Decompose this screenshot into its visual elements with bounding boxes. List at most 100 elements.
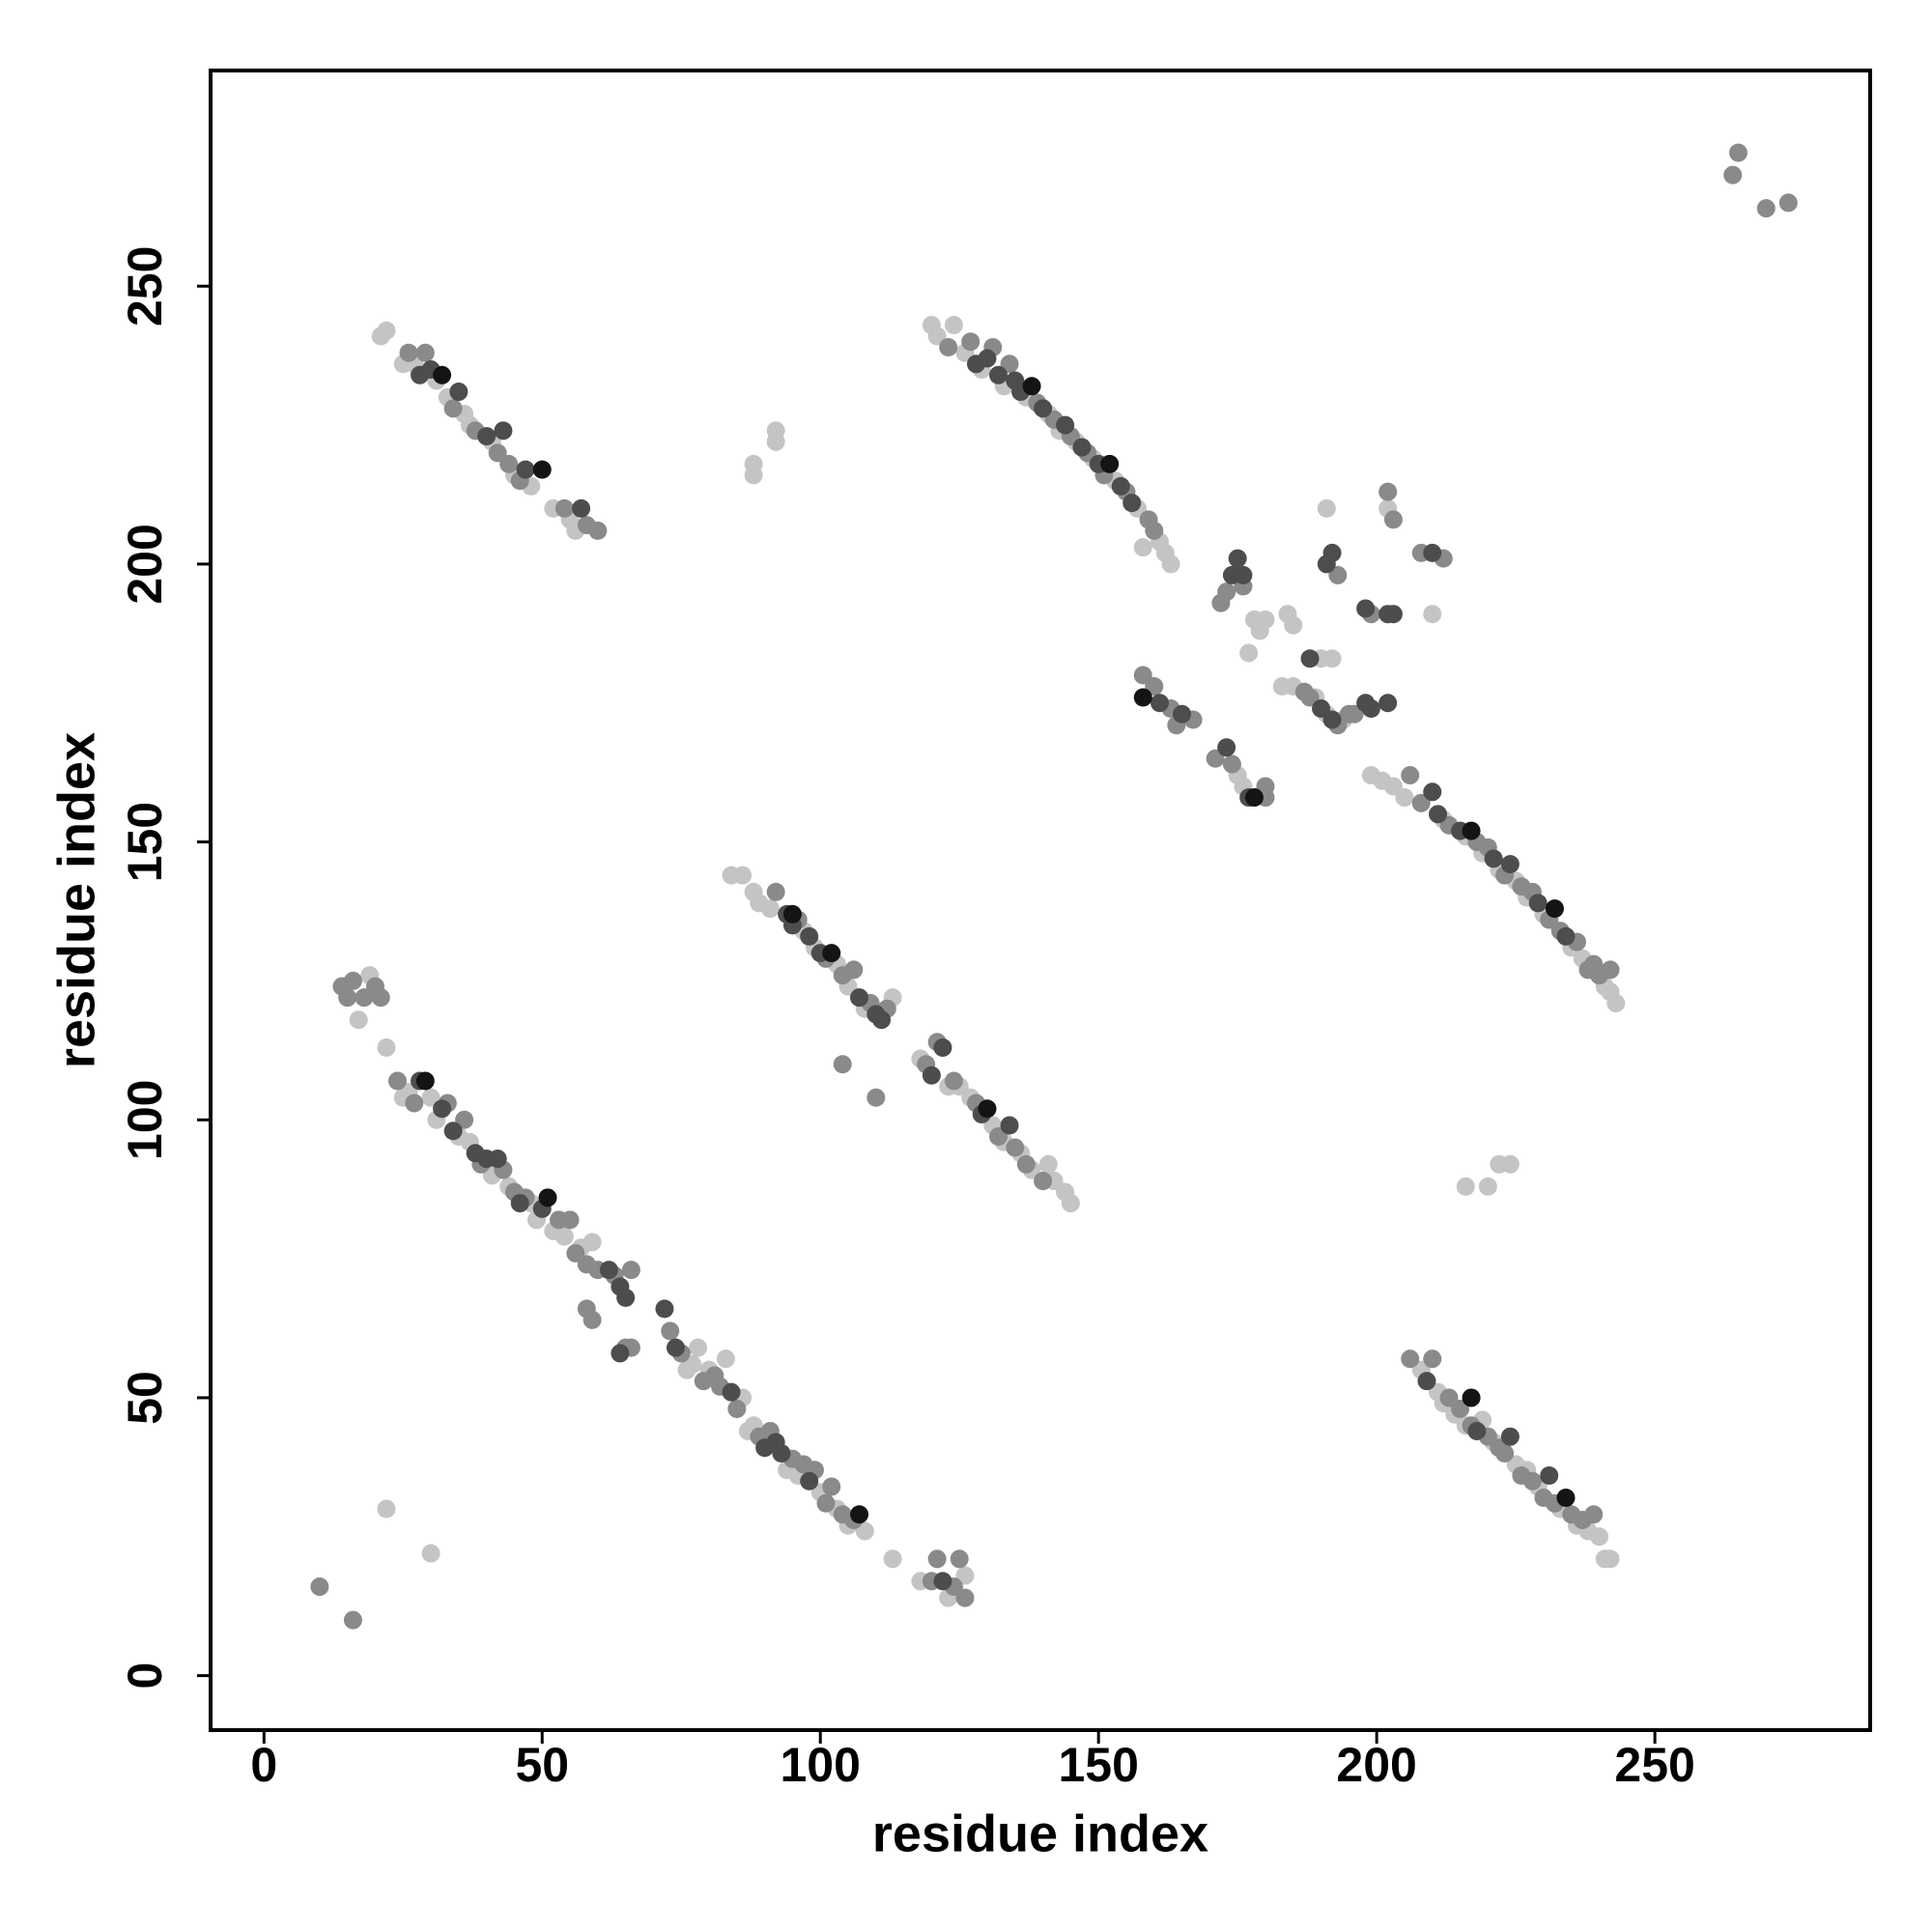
point: [1756, 199, 1776, 218]
point: [855, 1521, 874, 1541]
point: [1383, 777, 1403, 796]
point: [655, 1299, 674, 1319]
point: [377, 1499, 396, 1519]
point: [1161, 554, 1180, 574]
y-tick-label: 200: [118, 524, 172, 604]
y-tick-label: 100: [118, 1080, 172, 1160]
point: [1145, 676, 1164, 696]
point: [1206, 749, 1225, 768]
y-tick-label: 250: [118, 246, 172, 327]
x-tick-label: 100: [781, 1738, 861, 1792]
point: [1401, 1350, 1420, 1369]
x-tick-label: 50: [515, 1738, 569, 1792]
point: [666, 1338, 685, 1357]
point: [1423, 1350, 1442, 1369]
point: [1429, 805, 1448, 824]
point: [1456, 1177, 1475, 1196]
point: [1151, 694, 1170, 713]
point: [661, 1321, 680, 1341]
point: [443, 399, 463, 418]
point: [989, 365, 1009, 384]
point: [1484, 849, 1503, 868]
point: [844, 960, 864, 980]
point: [1556, 1489, 1576, 1508]
point: [1522, 1471, 1542, 1491]
point: [494, 421, 513, 440]
point: [510, 1194, 529, 1213]
point: [683, 1354, 702, 1374]
point: [1312, 699, 1331, 719]
point: [1545, 899, 1564, 919]
point: [1006, 1138, 1025, 1157]
point: [343, 971, 362, 990]
point: [716, 1350, 735, 1369]
point: [1284, 615, 1303, 635]
point: [611, 1344, 630, 1363]
point: [1361, 699, 1380, 719]
point: [944, 1071, 963, 1091]
point: [766, 421, 785, 440]
point: [1500, 855, 1520, 874]
point: [816, 1493, 836, 1513]
point: [689, 1338, 708, 1357]
point: [538, 1188, 557, 1208]
point: [1217, 738, 1236, 757]
point: [1395, 788, 1414, 808]
point: [566, 1243, 585, 1263]
point: [554, 1227, 574, 1246]
point: [1100, 454, 1120, 473]
point: [1478, 1177, 1497, 1196]
point: [978, 349, 997, 368]
point: [1300, 688, 1320, 707]
point: [338, 988, 357, 1008]
point: [727, 1399, 747, 1418]
point: [443, 1122, 463, 1141]
point: [433, 365, 452, 384]
point: [1133, 666, 1152, 685]
point: [800, 1471, 819, 1491]
point: [944, 316, 963, 335]
point: [1328, 565, 1348, 584]
point: [1173, 704, 1192, 724]
point: [1417, 1372, 1436, 1391]
point: [782, 904, 802, 923]
point: [1423, 543, 1442, 562]
point: [1540, 1465, 1559, 1485]
point: [516, 460, 535, 479]
point: [554, 498, 574, 518]
point: [1462, 1388, 1481, 1407]
point: [1133, 688, 1152, 707]
point: [733, 866, 753, 885]
point: [1322, 710, 1342, 729]
x-tick-label: 250: [1614, 1738, 1694, 1792]
point: [850, 1505, 869, 1524]
point: [1606, 993, 1626, 1012]
point: [822, 1477, 841, 1496]
point: [1584, 1505, 1604, 1524]
point: [800, 926, 819, 946]
point: [927, 327, 947, 346]
point: [867, 1088, 886, 1107]
point: [433, 1099, 452, 1119]
point: [588, 521, 608, 540]
point: [377, 1037, 396, 1057]
x-tick-label: 200: [1336, 1738, 1416, 1792]
point: [1601, 1549, 1620, 1569]
point: [1000, 355, 1019, 374]
y-tick-label: 0: [118, 1662, 172, 1690]
point: [1022, 377, 1041, 396]
point: [355, 988, 374, 1008]
point: [488, 443, 507, 463]
point: [1451, 1399, 1470, 1418]
point: [1467, 1421, 1487, 1440]
point: [1778, 193, 1798, 213]
point: [399, 343, 418, 362]
point: [1383, 510, 1403, 529]
point: [388, 1071, 408, 1091]
point: [310, 1577, 329, 1597]
point: [1317, 498, 1336, 518]
point: [1378, 694, 1398, 713]
point: [1239, 643, 1259, 663]
y-tick-label: 150: [118, 802, 172, 882]
